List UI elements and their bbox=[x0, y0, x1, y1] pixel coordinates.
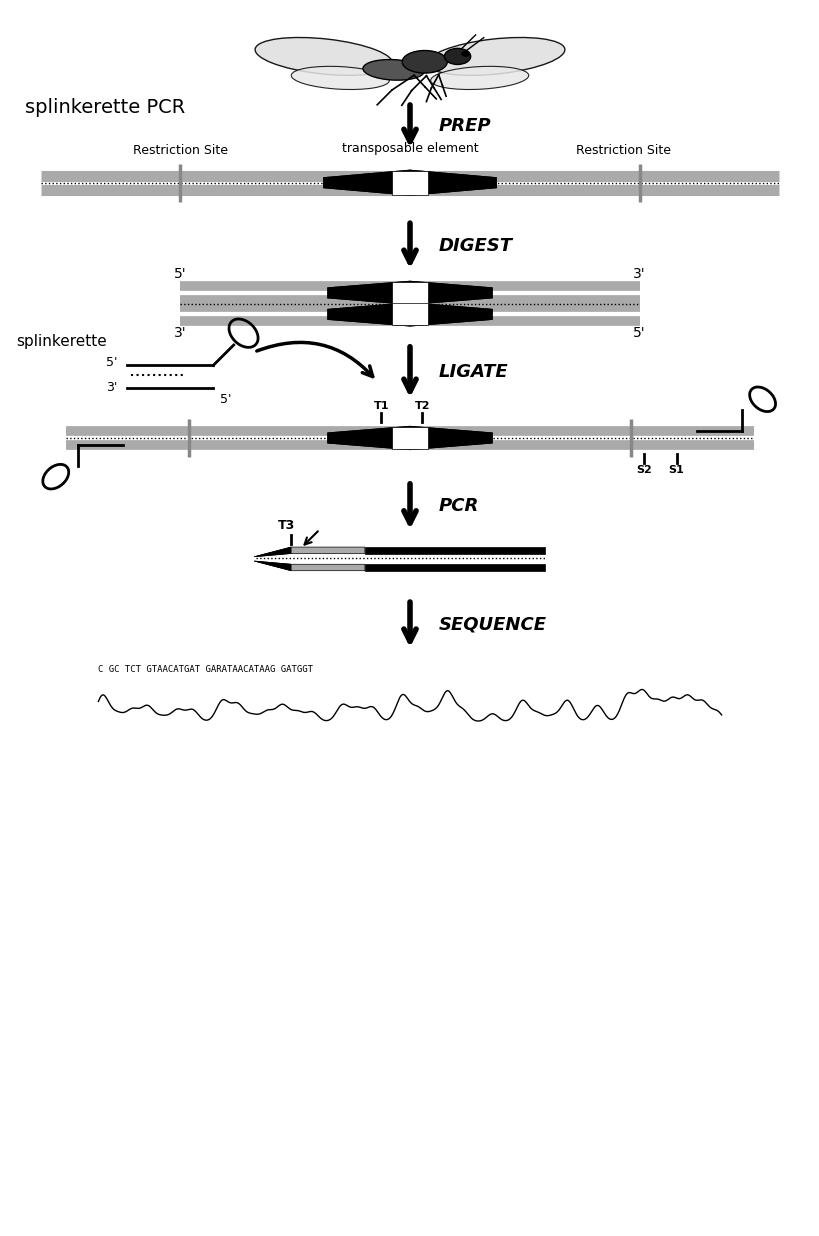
Text: 5': 5' bbox=[174, 267, 187, 281]
Polygon shape bbox=[410, 282, 491, 304]
Polygon shape bbox=[328, 303, 410, 326]
Text: C GC TCT GTAACATGAT GARATAACATAAG GATGGT: C GC TCT GTAACATGAT GARATAACATAAG GATGGT bbox=[98, 665, 313, 675]
Text: SEQUENCE: SEQUENCE bbox=[438, 616, 546, 634]
Polygon shape bbox=[410, 303, 491, 326]
Polygon shape bbox=[324, 171, 410, 195]
FancyBboxPatch shape bbox=[391, 303, 428, 325]
Polygon shape bbox=[254, 548, 291, 556]
Polygon shape bbox=[328, 303, 410, 326]
Polygon shape bbox=[324, 171, 410, 195]
FancyBboxPatch shape bbox=[391, 171, 428, 194]
Ellipse shape bbox=[402, 51, 447, 73]
Polygon shape bbox=[410, 282, 491, 304]
Polygon shape bbox=[328, 426, 410, 450]
Ellipse shape bbox=[444, 48, 470, 64]
Ellipse shape bbox=[461, 51, 469, 57]
Ellipse shape bbox=[255, 37, 392, 75]
Text: DIGEST: DIGEST bbox=[438, 237, 512, 255]
Polygon shape bbox=[410, 171, 495, 195]
FancyBboxPatch shape bbox=[364, 565, 545, 571]
Text: S1: S1 bbox=[667, 465, 684, 475]
Text: T1: T1 bbox=[373, 402, 388, 412]
FancyBboxPatch shape bbox=[391, 426, 428, 449]
Text: T2: T2 bbox=[414, 402, 429, 412]
Ellipse shape bbox=[427, 37, 564, 75]
Text: T3: T3 bbox=[278, 519, 296, 531]
Text: 5': 5' bbox=[106, 356, 117, 370]
Polygon shape bbox=[328, 426, 410, 450]
Text: Restriction Site: Restriction Site bbox=[133, 143, 228, 157]
Polygon shape bbox=[410, 426, 491, 450]
Polygon shape bbox=[328, 282, 410, 304]
Text: 3': 3' bbox=[174, 326, 187, 340]
Polygon shape bbox=[410, 303, 491, 326]
Ellipse shape bbox=[291, 67, 389, 89]
Polygon shape bbox=[254, 548, 364, 556]
Text: splinkerette: splinkerette bbox=[16, 334, 107, 349]
Ellipse shape bbox=[430, 67, 528, 89]
Text: splinkerette PCR: splinkerette PCR bbox=[25, 98, 184, 117]
Text: LIGATE: LIGATE bbox=[438, 363, 508, 381]
Text: transposable element: transposable element bbox=[342, 142, 477, 154]
Polygon shape bbox=[254, 561, 291, 571]
Ellipse shape bbox=[363, 59, 423, 80]
Text: 5': 5' bbox=[219, 393, 231, 407]
FancyBboxPatch shape bbox=[391, 282, 428, 304]
Text: S2: S2 bbox=[635, 465, 651, 475]
Text: 5': 5' bbox=[632, 326, 645, 340]
Text: Restriction Site: Restriction Site bbox=[575, 143, 670, 157]
Text: PREP: PREP bbox=[438, 117, 491, 135]
Polygon shape bbox=[410, 426, 491, 450]
Polygon shape bbox=[410, 171, 495, 195]
Text: 3': 3' bbox=[632, 267, 645, 281]
Text: 3': 3' bbox=[106, 382, 117, 394]
Polygon shape bbox=[254, 561, 364, 571]
Polygon shape bbox=[328, 282, 410, 304]
FancyBboxPatch shape bbox=[364, 548, 545, 554]
Text: PCR: PCR bbox=[438, 498, 478, 515]
